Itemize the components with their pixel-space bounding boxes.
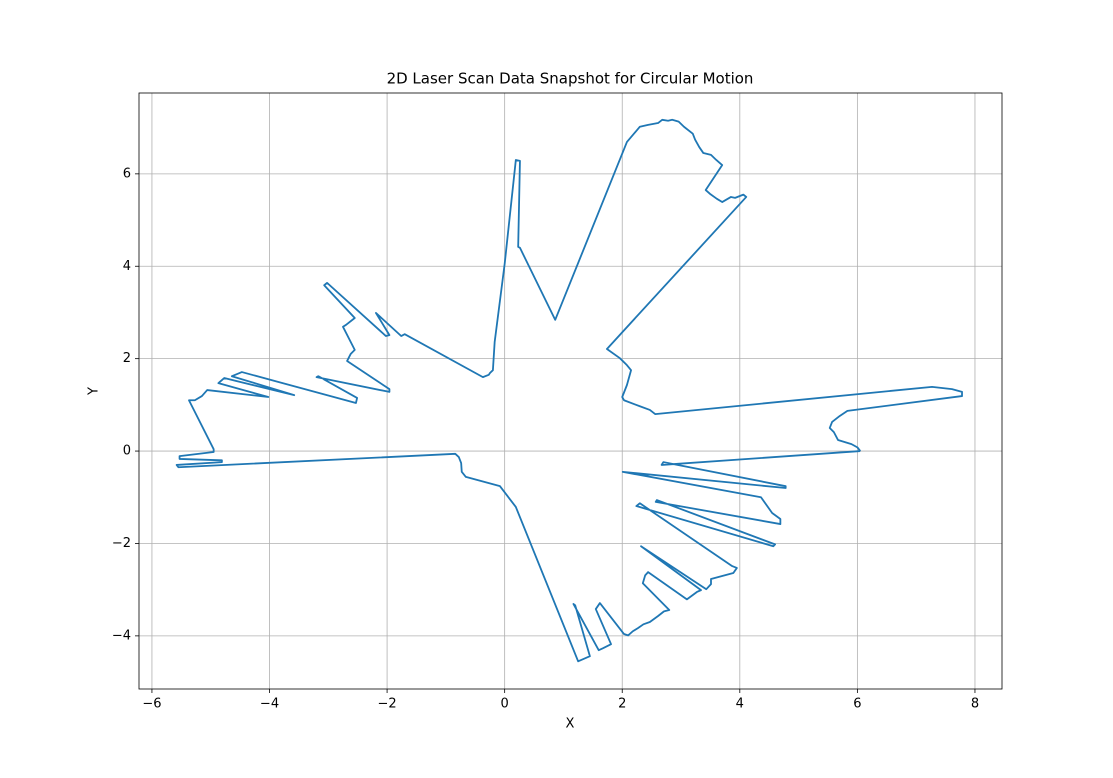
y-tick-label: 2: [123, 351, 131, 366]
y-tick-label: −2: [112, 536, 131, 551]
scan-line: [175, 118, 963, 663]
y-tick-label: 0: [123, 444, 131, 459]
x-axis-label: X: [566, 717, 575, 732]
chart-title: 2D Laser Scan Data Snapshot for Circular…: [387, 70, 754, 88]
x-tick-label: −6: [142, 697, 161, 712]
y-tick-label: 4: [123, 259, 131, 274]
x-tick-label: 4: [736, 697, 744, 712]
x-tick-label: 6: [853, 697, 861, 712]
x-tick-label: −4: [260, 697, 279, 712]
x-tick-label: 8: [971, 697, 979, 712]
y-axis-label: Y: [87, 387, 102, 396]
x-tick-label: 0: [501, 697, 509, 712]
y-tick-label: −4: [112, 628, 131, 643]
x-tick-label: 2: [618, 697, 626, 712]
x-tick-label: −2: [377, 697, 396, 712]
y-tick-label: 6: [123, 166, 131, 181]
plot-frame: [138, 92, 1003, 690]
